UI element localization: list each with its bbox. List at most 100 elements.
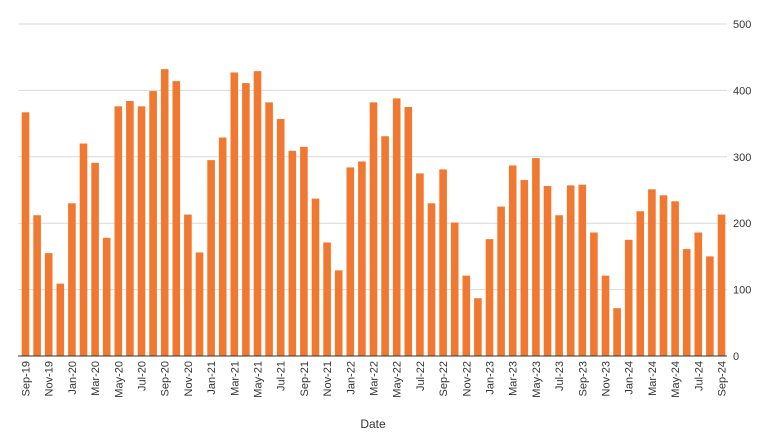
y-tick-labels: 0 100 200 300 400 500 <box>733 19 751 363</box>
bar <box>485 239 494 356</box>
x-tick-label: Mar-23 <box>508 361 520 396</box>
bar <box>230 72 239 356</box>
bar <box>149 91 157 356</box>
bar <box>439 169 447 356</box>
x-tick-label: Jan-21 <box>206 361 218 395</box>
x-tick-labels: Sep-19 Nov-19 Jan-20 Mar-20 May-20 Jul-20 Sep-… <box>21 361 729 398</box>
y-tick-label: 0 <box>733 351 739 363</box>
x-tick-label: Sep-20 <box>160 361 172 396</box>
x-tick-label: May-22 <box>392 361 404 398</box>
bar <box>671 201 679 356</box>
bar <box>369 102 378 356</box>
bar <box>68 203 76 356</box>
bar <box>566 185 575 356</box>
bar <box>462 275 471 356</box>
bar <box>276 118 285 356</box>
bar <box>497 206 505 356</box>
bar <box>590 232 598 356</box>
x-tick-label: Jul-24 <box>693 361 705 391</box>
x-tick-label: May-24 <box>670 361 682 398</box>
x-tick-label: Jan-22 <box>345 361 357 395</box>
x-tick-label: Mar-21 <box>229 361 241 396</box>
bar <box>334 270 343 356</box>
bar <box>346 167 355 356</box>
bar <box>682 249 691 356</box>
x-tick-label: Mar-22 <box>369 361 381 396</box>
bar <box>207 160 215 356</box>
x-tick-label: Jan-24 <box>624 361 636 395</box>
bar <box>253 71 262 356</box>
bar <box>102 237 111 356</box>
x-tick-label: Jan-23 <box>485 361 497 395</box>
bar <box>137 106 146 356</box>
x-tick-label: Sep-23 <box>577 361 589 396</box>
bar <box>450 222 459 356</box>
bar <box>184 214 192 356</box>
bar <box>323 242 331 356</box>
x-tick-label: Sep-24 <box>717 361 729 396</box>
bar <box>613 308 621 356</box>
x-tick-label: May-20 <box>113 361 125 398</box>
bar <box>636 211 645 356</box>
x-tick-label: Mar-20 <box>90 361 102 396</box>
bar <box>126 101 134 357</box>
bar <box>543 186 552 356</box>
bar <box>242 83 250 356</box>
y-tick-label: 500 <box>733 19 751 31</box>
x-tick-label: May-21 <box>253 361 265 398</box>
bar <box>404 107 413 356</box>
bar <box>508 165 517 356</box>
bar <box>717 214 726 356</box>
x-tick-label: Jul-22 <box>415 361 427 391</box>
x-tick-label: Sep-19 <box>21 361 33 396</box>
bar <box>44 253 53 356</box>
x-tick-label: Nov-20 <box>183 361 195 396</box>
bar <box>381 136 389 356</box>
bar <box>160 69 169 357</box>
y-tick-label: 300 <box>733 152 751 164</box>
bar <box>265 102 273 356</box>
bar <box>659 195 668 356</box>
y-tick-label: 100 <box>733 285 751 297</box>
bar <box>578 184 587 356</box>
bar <box>288 150 297 356</box>
x-tick-label: Jan-20 <box>67 361 79 395</box>
bar <box>474 298 482 356</box>
bar <box>555 215 563 356</box>
bars <box>21 69 726 357</box>
bar <box>601 275 610 356</box>
x-tick-label: Mar-24 <box>647 361 659 396</box>
x-tick-label: Nov-21 <box>322 361 334 396</box>
bar <box>358 161 366 356</box>
bar <box>21 112 30 356</box>
x-tick-label: Nov-23 <box>601 361 613 396</box>
bar <box>427 203 436 356</box>
bar <box>416 173 424 356</box>
bar <box>172 81 181 356</box>
x-tick-label: Nov-22 <box>461 361 473 396</box>
x-tick-label: Jul-21 <box>276 361 288 391</box>
x-tick-label: May-23 <box>531 361 543 398</box>
bar <box>694 232 703 356</box>
bar <box>532 158 540 356</box>
bar <box>648 189 656 356</box>
y-tick-label: 400 <box>733 85 751 97</box>
bar <box>195 252 204 356</box>
x-axis-title: Date <box>360 417 386 431</box>
bar <box>706 256 714 356</box>
y-tick-label: 200 <box>733 218 751 230</box>
x-tick-label: Sep-22 <box>438 361 450 396</box>
bar <box>300 146 308 356</box>
bar <box>624 239 633 356</box>
bar <box>56 283 65 356</box>
bar <box>218 137 227 356</box>
bar <box>114 106 123 356</box>
bar <box>79 143 88 356</box>
x-tick-label: Jul-23 <box>554 361 566 391</box>
bar <box>33 215 41 356</box>
x-tick-label: Nov-19 <box>44 361 56 396</box>
bar <box>392 98 401 357</box>
bar <box>91 162 99 356</box>
